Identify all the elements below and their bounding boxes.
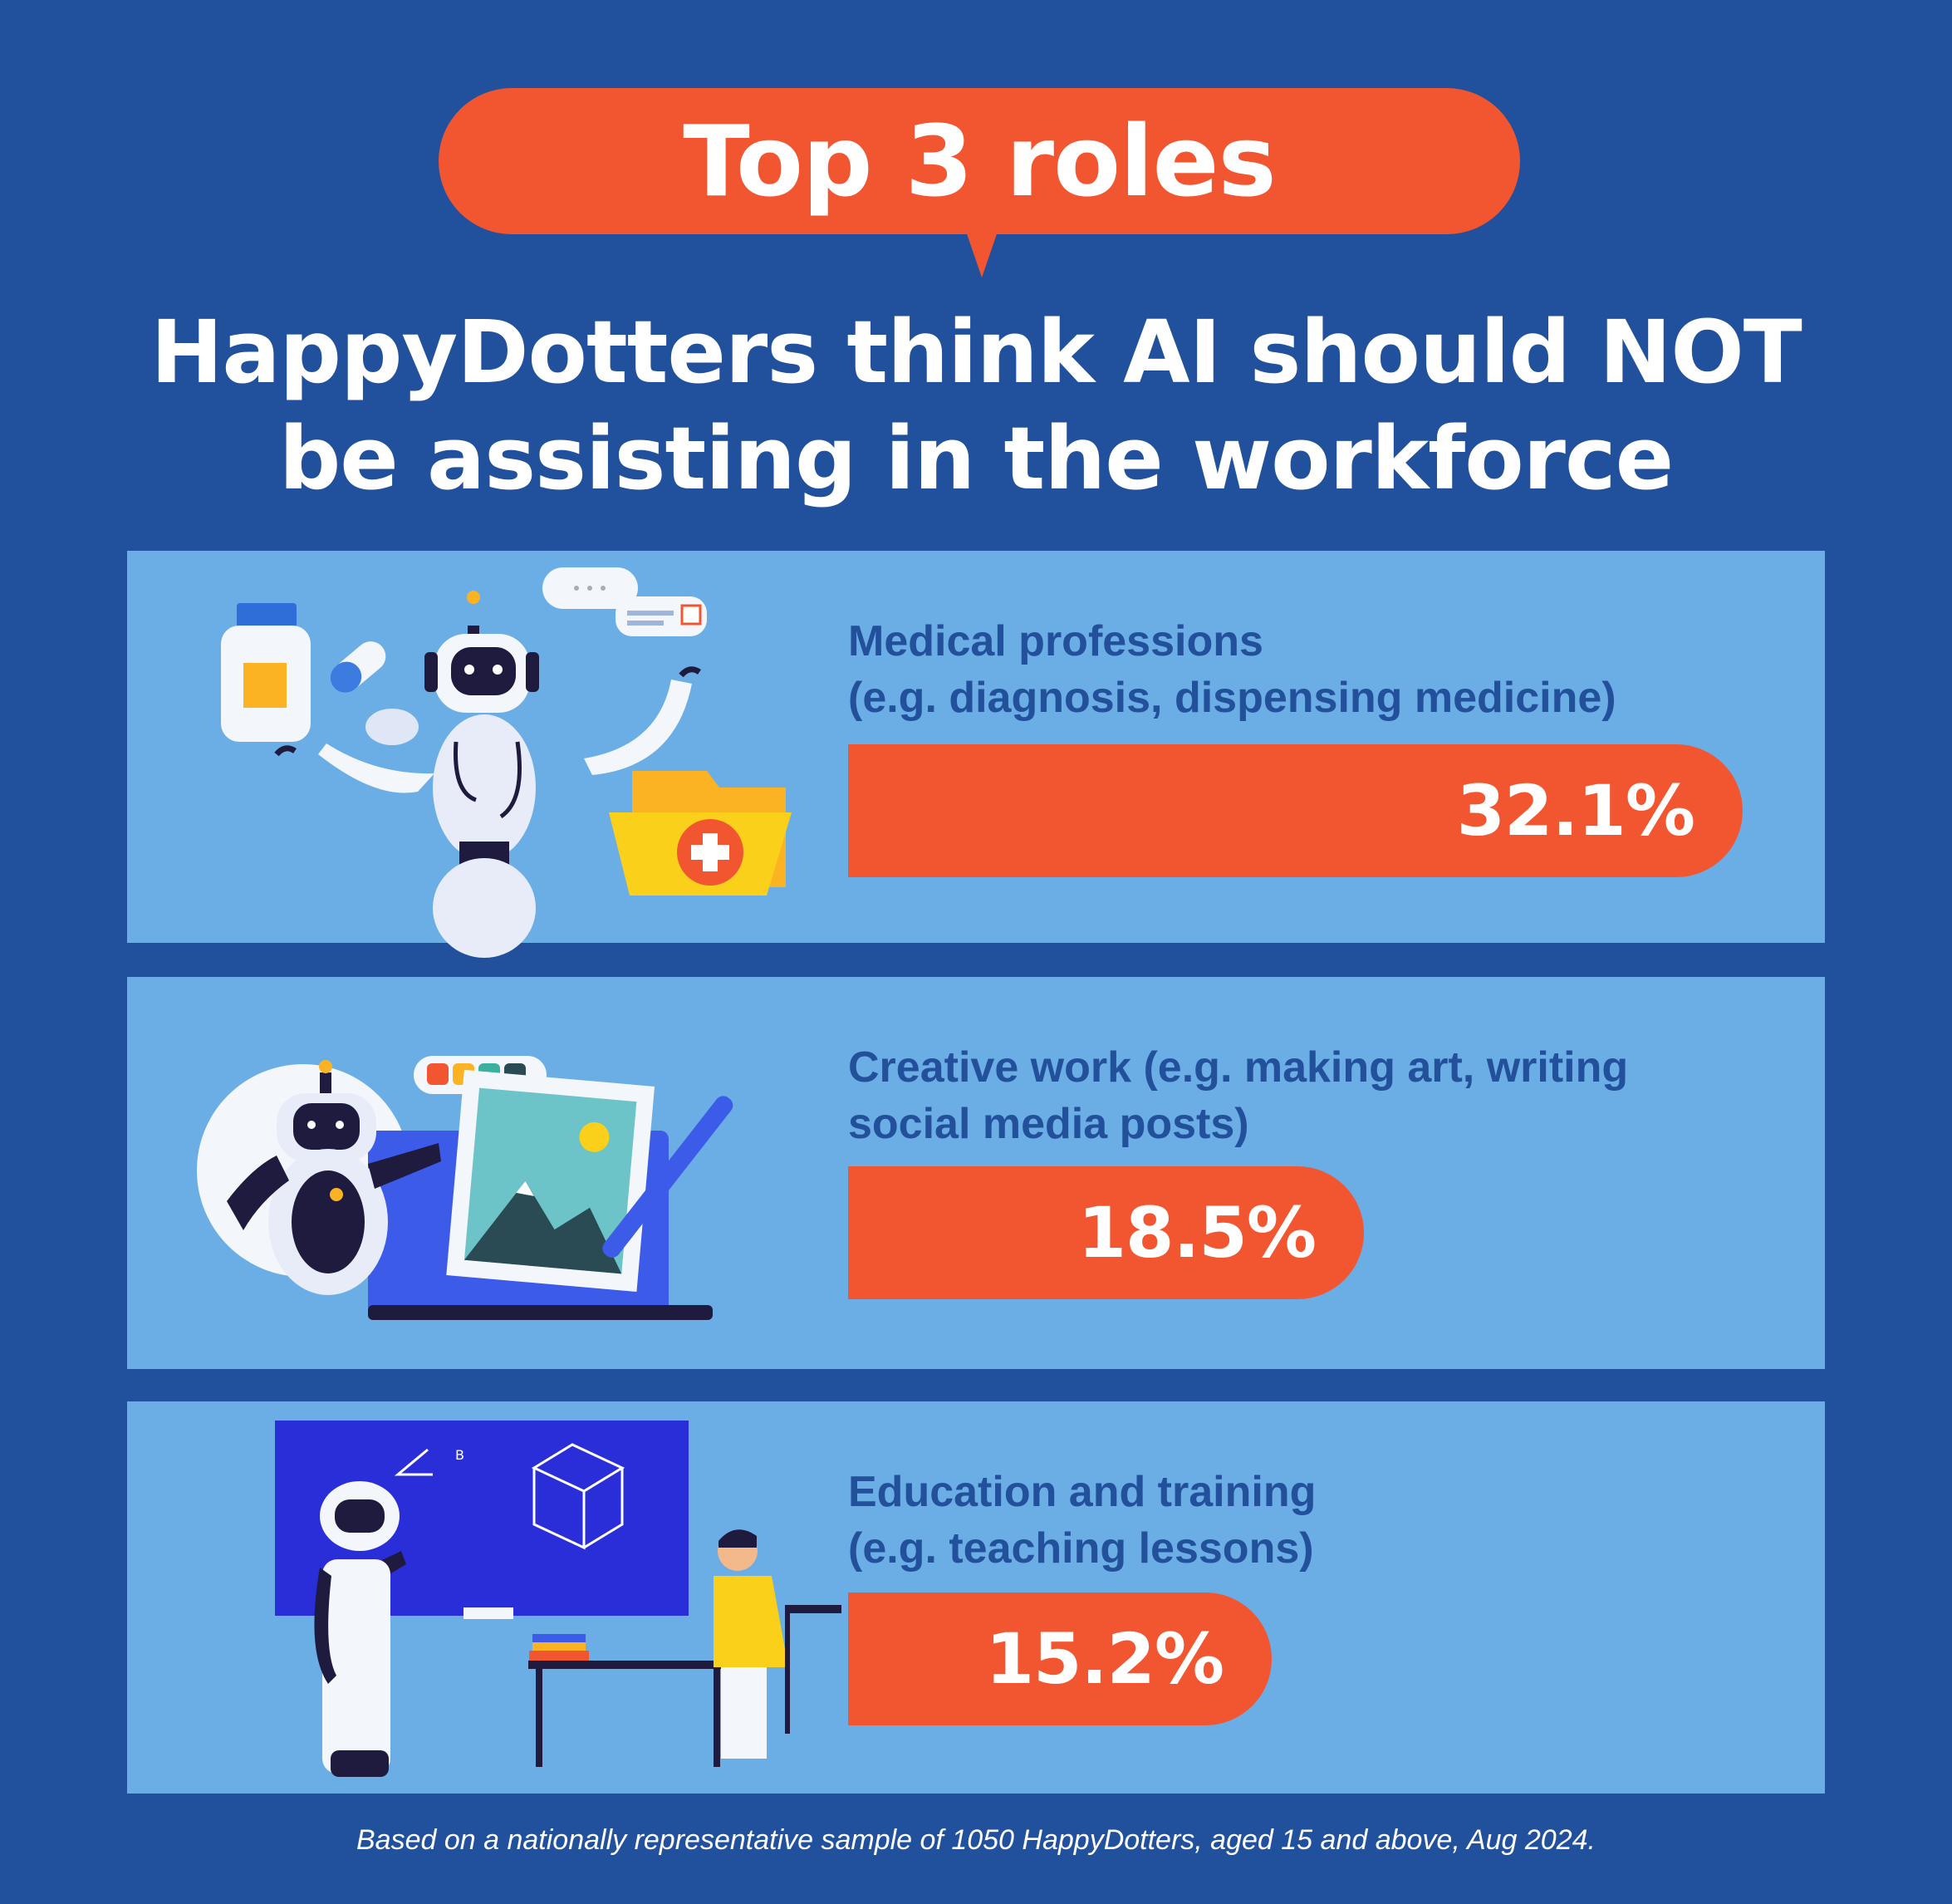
medical-robot-illustration: [221, 567, 792, 958]
bar-value-education: 15.2%: [985, 1618, 1224, 1700]
row-panel-medical: Medical professions (e.g. diagnosis, dis…: [127, 551, 1825, 958]
row-label-medical: Medical professions (e.g. diagnosis, dis…: [848, 613, 1778, 726]
bar-value-medical: 32.1%: [1456, 770, 1695, 851]
row-label-line-2: social media posts): [848, 1100, 1249, 1148]
svg-text:B: B: [455, 1447, 464, 1463]
headline-line-2: be assisting in the workforce: [278, 408, 1674, 509]
bar-medical: 32.1%: [848, 744, 1743, 877]
bar-value-creative: 18.5%: [1077, 1192, 1317, 1273]
title-badge: Top 3 roles: [439, 88, 1520, 234]
badge-pointer: [964, 224, 1000, 277]
row-label-line-1: Medical professions: [848, 617, 1263, 665]
creative-robot-illustration: [197, 1056, 733, 1320]
teacher-robot-illustration: B: [275, 1421, 841, 1777]
headline: HappyDotters think AI should NOT be assi…: [0, 299, 1952, 512]
badge-text: Top 3 roles: [683, 104, 1277, 218]
bar-education: 15.2%: [848, 1592, 1272, 1725]
bar-creative: 18.5%: [848, 1166, 1364, 1299]
row-panel-education: B Education and training (e.g. teaching …: [127, 1401, 1825, 1794]
row-label-line-1: Creative work (e.g. making art, writing: [848, 1043, 1629, 1092]
footnote: Based on a nationally representative sam…: [356, 1824, 1596, 1856]
headline-line-1: HappyDotters think AI should NOT: [150, 302, 1802, 403]
row-label-education: Education and training (e.g. teaching le…: [848, 1464, 1778, 1577]
row-panel-creative: Creative work (e.g. making art, writing …: [127, 977, 1825, 1369]
row-label-line-2: (e.g. teaching lessons): [848, 1524, 1314, 1573]
row-label-creative: Creative work (e.g. making art, writing …: [848, 1039, 1778, 1152]
row-label-line-2: (e.g. diagnosis, dispensing medicine): [848, 674, 1616, 722]
row-label-line-1: Education and training: [848, 1468, 1317, 1516]
